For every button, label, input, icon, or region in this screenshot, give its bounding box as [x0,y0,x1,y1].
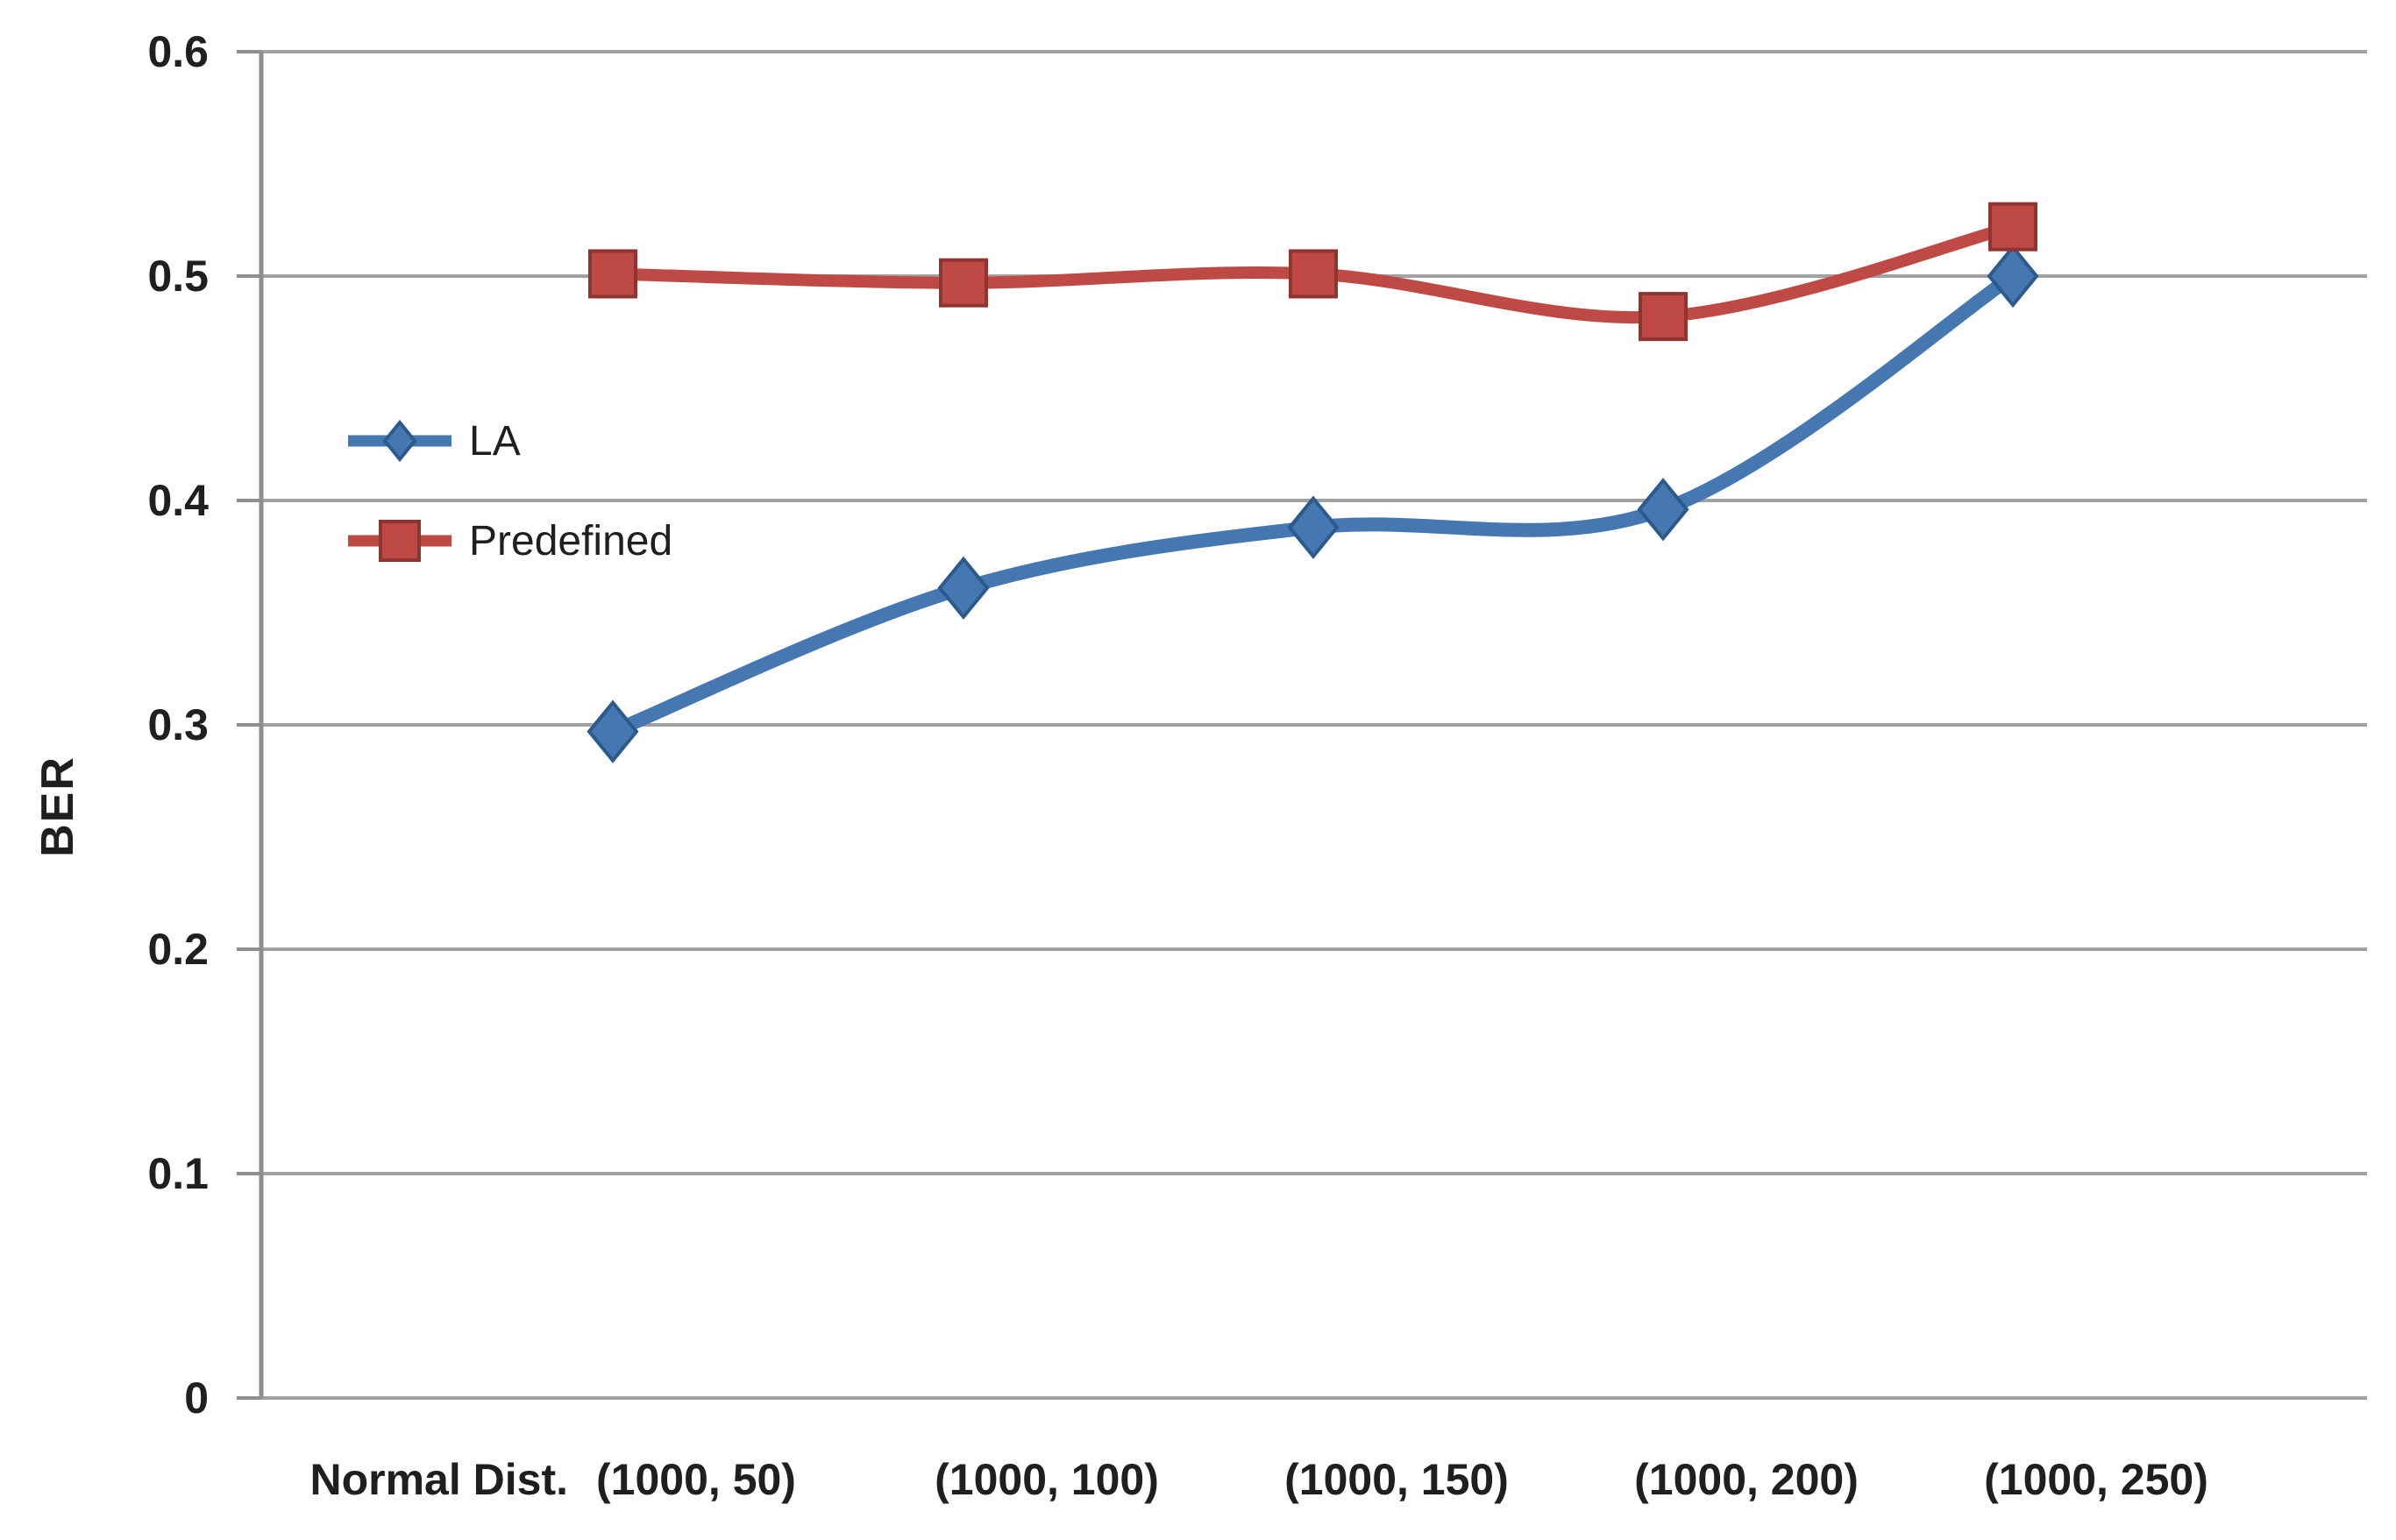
x-axis-category-label: (1000, 150) [1284,1455,1509,1504]
x-axis-category-label: (1000, 250) [1984,1455,2208,1504]
legend: LA Predefined [348,418,672,564]
x-axis-labels: Normal Dist. (1000, 50) (1000, 100) (1000, … [309,1455,2208,1504]
x-axis-category-label: (1000, 50) [596,1455,796,1504]
y-tick-label: 0 [184,1373,209,1423]
legend-label: LA [469,418,521,465]
data-point-marker [1987,244,2039,309]
data-series [587,202,2039,763]
y-axis [237,50,264,1400]
legend-entry-la: LA [348,418,521,465]
data-point-marker [588,249,637,299]
y-tick-labels: 0 0.1 0.2 0.3 0.4 0.5 0.6 [147,27,209,1423]
x-axis-category-label: (1000, 100) [935,1455,1159,1504]
y-axis-title: BER [32,756,83,857]
data-point-marker [379,520,421,562]
data-point-marker [939,258,988,308]
legend-label: Predefined [469,518,672,564]
series-predefined [588,202,2037,342]
y-tick-label: 0.1 [147,1149,209,1198]
series-la [587,244,2039,763]
y-tick-label: 0.6 [147,27,209,76]
x-axis-prefix-label: Normal Dist. [309,1455,568,1504]
legend-entry-predefined: Predefined [348,518,672,564]
data-point-marker [1988,202,2037,252]
data-point-marker [937,556,990,620]
y-tick-label: 0.5 [147,252,209,301]
data-point-marker [382,419,417,463]
y-tick-label: 0.2 [147,925,209,974]
data-point-marker [1287,495,1340,559]
data-point-marker [1289,249,1338,299]
data-point-marker [587,699,639,763]
data-point-marker [1637,478,1689,542]
data-point-marker [1639,292,1688,342]
x-axis-category-label: (1000, 200) [1634,1455,1859,1504]
y-tick-label: 0.4 [147,476,209,525]
y-tick-label: 0.3 [147,700,209,749]
